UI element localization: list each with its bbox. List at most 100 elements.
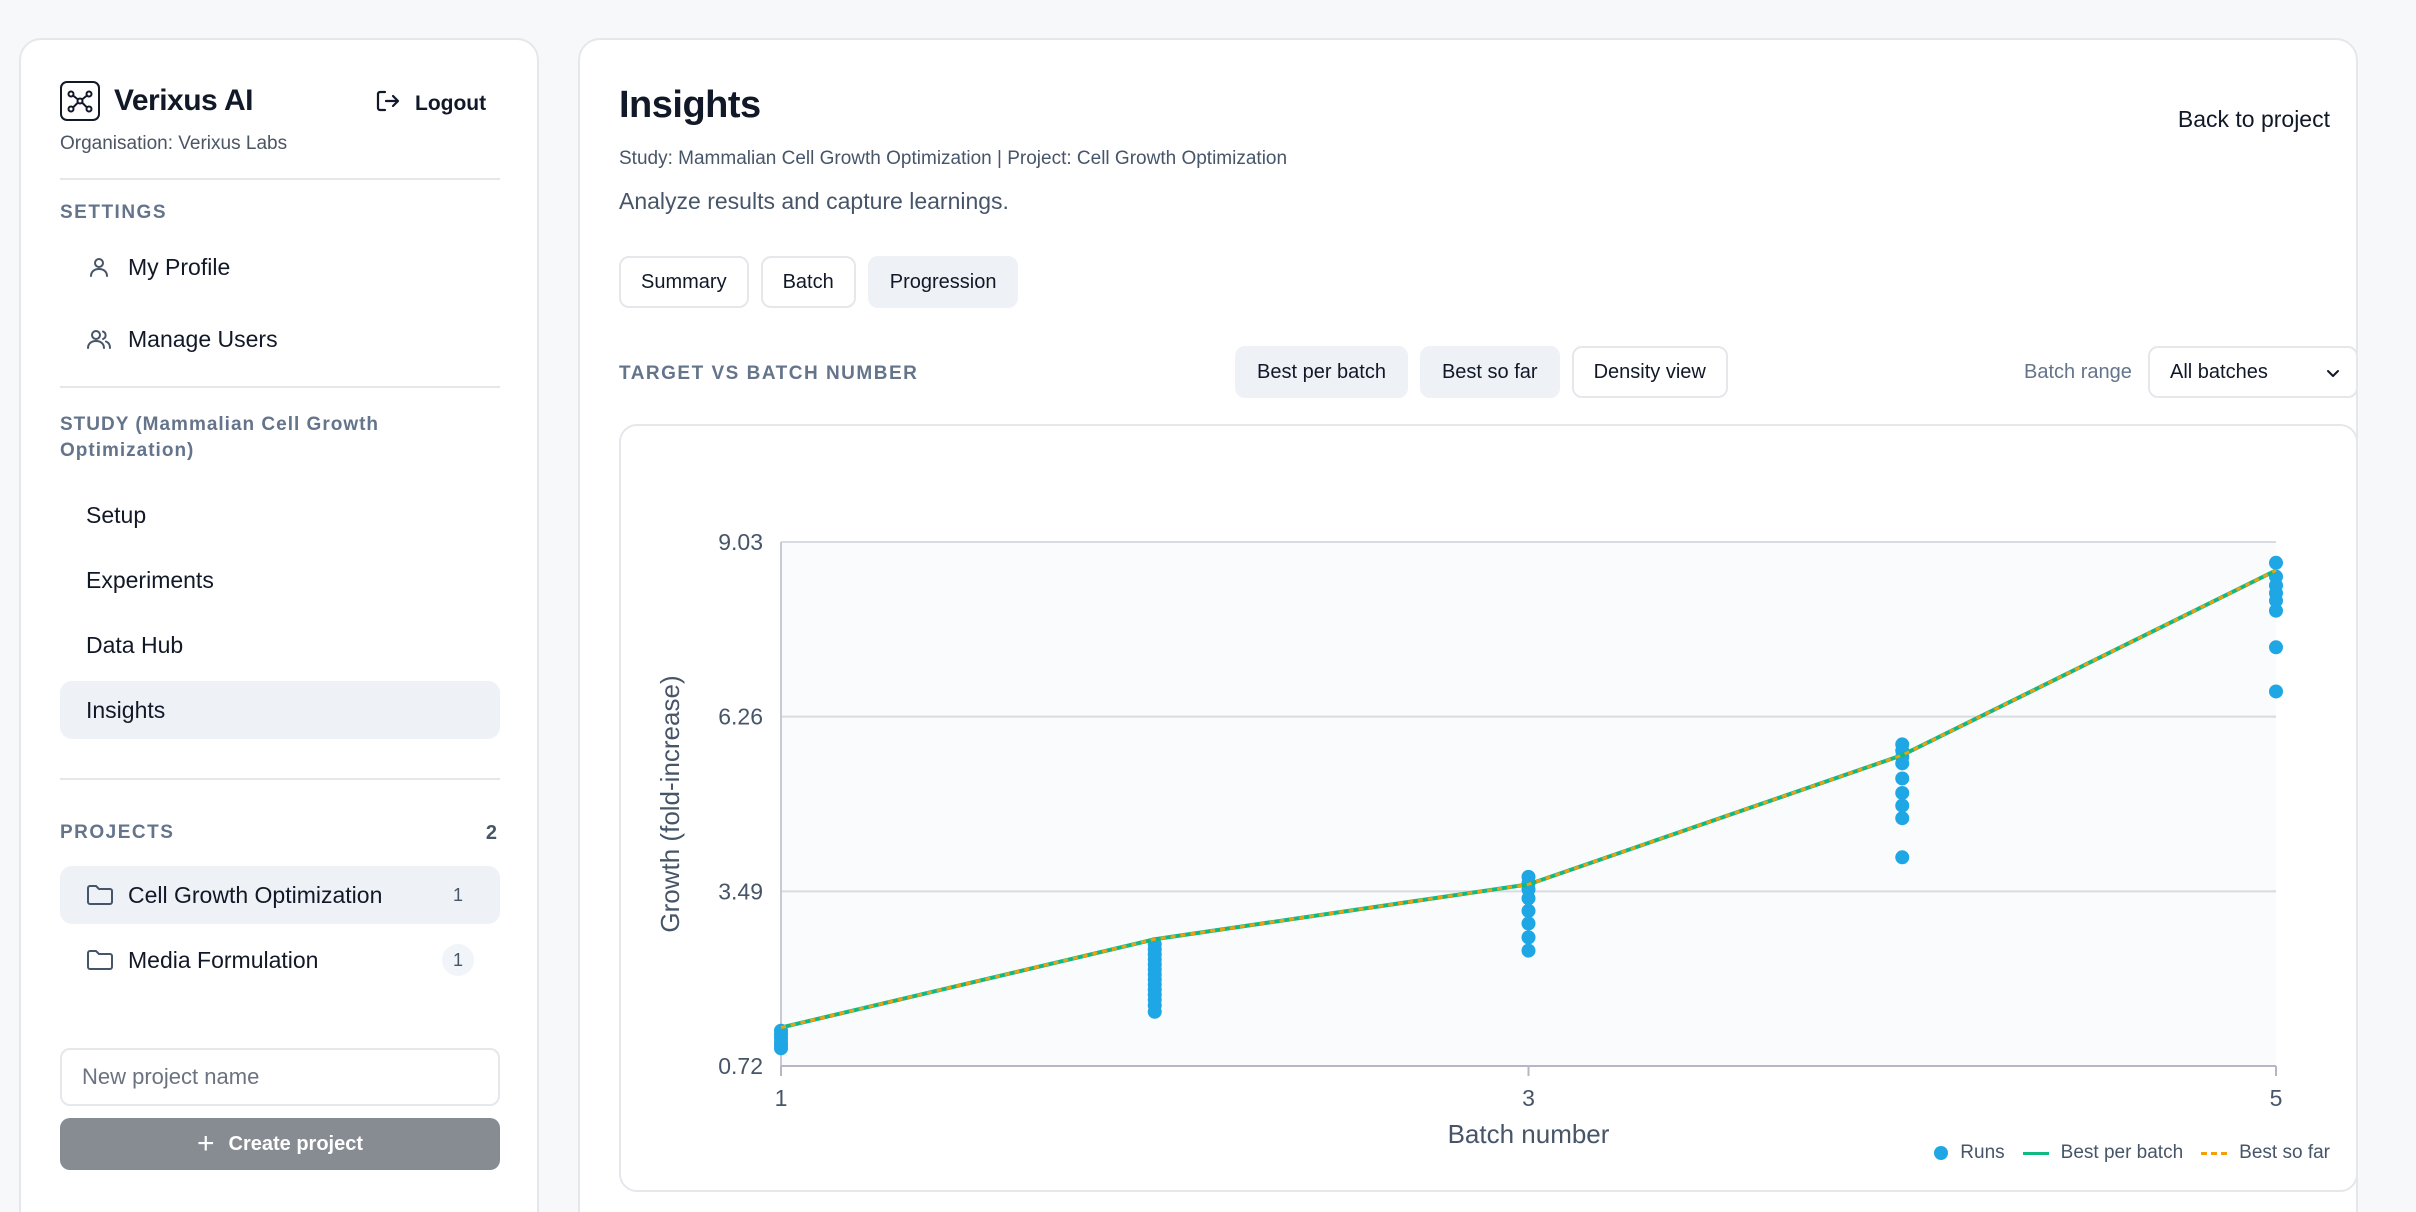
project-item-cell-growth[interactable]: Cell Growth Optimization 1 xyxy=(60,866,500,924)
run-point xyxy=(2269,640,2283,655)
run-point xyxy=(2269,603,2283,618)
tab-batch[interactable]: Batch xyxy=(760,256,856,308)
chart-legend: Runs Best per batch Best so far xyxy=(1934,1142,2330,1164)
divider xyxy=(60,386,500,388)
nav-label: Experiments xyxy=(86,566,214,593)
logout-button[interactable]: Logout xyxy=(375,88,486,119)
sidebar: Verixus AI Logout Organisation: Verixus … xyxy=(19,38,539,1212)
plot-area xyxy=(781,542,2276,1066)
project-item-media-formulation[interactable]: Media Formulation 1 xyxy=(60,931,500,989)
project-label: Cell Growth Optimization xyxy=(128,881,383,908)
nav-my-profile[interactable]: My Profile xyxy=(60,238,500,296)
organisation-label: Organisation: Verixus Labs xyxy=(60,133,288,154)
create-project-label: Create project xyxy=(228,1132,364,1155)
y-tick-label: 0.72 xyxy=(718,1053,763,1079)
y-tick-label: 3.49 xyxy=(718,878,763,904)
run-point xyxy=(1895,798,1910,813)
batch-range-label: Batch range xyxy=(2024,361,2132,383)
legend-label: Best so far xyxy=(2239,1142,2330,1163)
brand-name: Verixus AI xyxy=(114,84,253,117)
user-icon xyxy=(86,254,112,280)
x-tick-label: 3 xyxy=(1522,1085,1535,1111)
run-point xyxy=(774,1041,788,1056)
x-axis-label: Batch number xyxy=(1448,1119,1610,1149)
page-subtitle: Analyze results and capture learnings. xyxy=(619,188,1009,214)
neural-network-logo-icon xyxy=(60,81,100,121)
nav-data-hub[interactable]: Data Hub xyxy=(60,616,500,674)
y-tick-label: 9.03 xyxy=(718,529,763,555)
nav-label: Manage Users xyxy=(128,325,278,352)
nav-label: Setup xyxy=(86,501,147,528)
tab-progression[interactable]: Progression xyxy=(867,256,1019,308)
project-count-badge: 1 xyxy=(452,884,463,905)
run-point xyxy=(1521,943,1536,958)
run-point xyxy=(1895,850,1910,865)
run-point xyxy=(1895,785,1910,800)
toggle-best-per-batch[interactable]: Best per batch xyxy=(1235,346,1408,398)
project-count-badge: 1 xyxy=(442,944,474,976)
nav-label: Data Hub xyxy=(86,631,184,658)
study-project-context: Study: Mammalian Cell Growth Optimizatio… xyxy=(619,148,1288,169)
logout-icon xyxy=(375,88,401,119)
settings-section-title: SETTINGS xyxy=(60,202,168,223)
nav-label: My Profile xyxy=(128,253,231,280)
batch-range-value: All batches xyxy=(2170,360,2268,383)
folder-icon xyxy=(86,883,114,907)
new-project-name-input[interactable] xyxy=(60,1048,500,1106)
legend-item-runs[interactable]: Runs xyxy=(1934,1142,2005,1164)
run-point xyxy=(1895,771,1910,786)
plus-icon: + xyxy=(196,1127,215,1160)
best-so-far-line xyxy=(780,569,2277,1029)
run-point xyxy=(1521,916,1536,931)
legend-dot-swatch xyxy=(1934,1146,1949,1160)
page-title: Insights xyxy=(619,84,761,126)
chart-card: 9.03 6.26 3.49 0.72 1 3 5 Batch number Growth (f… xyxy=(619,424,2358,1192)
run-point xyxy=(2269,593,2283,608)
chevron-down-icon xyxy=(2324,364,2342,388)
divider xyxy=(60,178,500,180)
back-to-project-link[interactable]: Back to project xyxy=(2177,106,2330,132)
nav-setup[interactable]: Setup xyxy=(60,486,500,544)
toggle-density-view[interactable]: Density view xyxy=(1571,346,1728,398)
nav-insights[interactable]: Insights xyxy=(60,681,500,739)
legend-label: Runs xyxy=(1960,1142,2005,1163)
logout-label: Logout xyxy=(415,91,487,115)
folder-icon xyxy=(86,948,114,972)
run-point xyxy=(1147,1004,1162,1019)
x-tick-label: 5 xyxy=(2270,1085,2283,1111)
main-panel: Insights Back to project Study: Mammalia… xyxy=(578,38,2358,1212)
legend-dashed-swatch xyxy=(2201,1151,2228,1155)
run-point xyxy=(1895,756,1910,771)
legend-label: Best per batch xyxy=(2060,1142,2184,1163)
legend-item-best-per-batch[interactable]: Best per batch xyxy=(2022,1142,2184,1164)
projects-section-title: PROJECTS xyxy=(60,822,175,843)
y-axis-label: Growth (fold-increase) xyxy=(655,675,685,932)
batch-range-select[interactable]: All batches xyxy=(2148,346,2358,398)
nav-label: Insights xyxy=(86,696,166,723)
x-tick-label: 1 xyxy=(775,1085,788,1111)
nav-manage-users[interactable]: Manage Users xyxy=(60,310,500,368)
run-point xyxy=(1521,891,1536,906)
projects-count: 2 xyxy=(485,822,497,844)
run-point xyxy=(1895,811,1910,826)
toggle-best-so-far[interactable]: Best so far xyxy=(1419,346,1560,398)
view-toggles: Best per batch Best so far Density view xyxy=(1235,346,1728,398)
run-point xyxy=(1521,930,1536,945)
study-section-title: STUDY (Mammalian Cell Growth Optimizatio… xyxy=(60,414,380,461)
y-tick-label: 6.26 xyxy=(718,704,763,730)
run-point xyxy=(2269,684,2283,699)
insights-tabs: Summary Batch Progression xyxy=(619,256,1019,308)
brand[interactable]: Verixus AI xyxy=(60,81,253,121)
tab-summary[interactable]: Summary xyxy=(619,256,749,308)
divider xyxy=(60,778,500,780)
run-point xyxy=(2269,555,2283,570)
users-icon xyxy=(86,326,112,352)
project-label: Media Formulation xyxy=(128,946,319,973)
create-project-button[interactable]: + Create project xyxy=(60,1118,500,1170)
legend-line-swatch xyxy=(2022,1151,2049,1155)
run-point xyxy=(1521,903,1536,918)
progression-chart: 9.03 6.26 3.49 0.72 1 3 5 Batch number Growth (f… xyxy=(655,529,2283,1149)
legend-item-best-so-far[interactable]: Best so far xyxy=(2201,1142,2330,1164)
chart-section-title: TARGET VS BATCH NUMBER xyxy=(619,363,919,384)
nav-experiments[interactable]: Experiments xyxy=(60,551,500,609)
